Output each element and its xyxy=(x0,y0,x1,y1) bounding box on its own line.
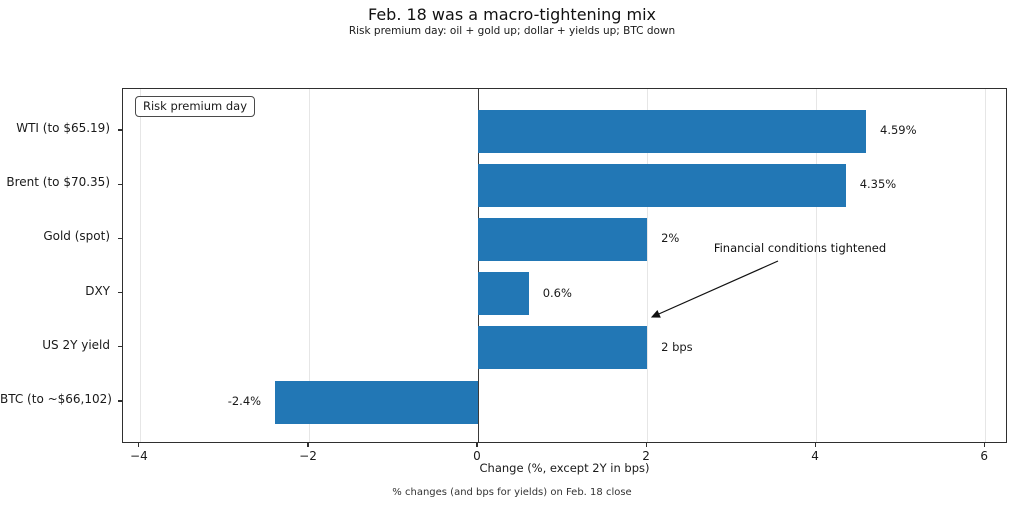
x-tick-label: 4 xyxy=(811,449,819,463)
y-tick-label: WTI (to $65.19) xyxy=(16,121,110,135)
x-tick-mark xyxy=(645,443,647,447)
y-tick-mark xyxy=(118,292,122,294)
legend-label: Risk premium day xyxy=(143,99,248,113)
x-tick-label: 2 xyxy=(642,449,650,463)
bar-value-label: 4.35% xyxy=(859,177,897,192)
bar-dxy xyxy=(478,272,529,316)
bar-value-label: 2% xyxy=(661,231,680,246)
x-tick-mark xyxy=(814,443,816,447)
bar-value-label: 0.6% xyxy=(542,285,572,300)
footnote-caption: % changes (and bps for yields) on Feb. 1… xyxy=(392,487,632,498)
bar-gold-spot- xyxy=(478,217,648,261)
annotation-label: Financial conditions tightened xyxy=(713,241,887,255)
chart-title: Feb. 18 was a macro-tightening mix xyxy=(367,5,657,24)
gridline-x--2 xyxy=(309,89,310,442)
x-axis-label: Change (%, except 2Y in bps) xyxy=(479,461,650,475)
zero-line xyxy=(478,89,479,442)
x-tick-label: 6 xyxy=(980,449,989,463)
y-tick-mark xyxy=(118,400,122,402)
bar-value-label: 4.59% xyxy=(880,123,917,137)
x-tick-label: −4 xyxy=(130,449,148,463)
gridline-x--4 xyxy=(139,89,141,442)
y-tick-label: BTC (to ~$66,102) xyxy=(0,392,112,406)
y-tick-label: DXY xyxy=(85,283,110,298)
y-tick-mark xyxy=(118,129,122,131)
gridline-x-6 xyxy=(985,89,987,442)
bar-brent-to-70-35- xyxy=(478,163,846,207)
bar-btc-to-66-102- xyxy=(275,380,478,424)
y-tick-label: Gold (spot) xyxy=(43,229,110,244)
x-tick-mark xyxy=(138,443,140,447)
chart-subtitle: Risk premium day: oil + gold up; dollar … xyxy=(348,25,676,37)
bar-value-label: -2.4% xyxy=(227,394,262,408)
y-tick-mark xyxy=(118,183,122,185)
legend-box: Risk premium day xyxy=(135,96,256,117)
y-tick-mark xyxy=(118,346,122,348)
bar-wti-to-65-19- xyxy=(478,109,866,153)
y-tick-label: US 2Y yield xyxy=(42,337,110,352)
x-tick-label: −2 xyxy=(299,449,317,463)
bar-value-label: 2 bps xyxy=(661,339,693,354)
gridline-x-2 xyxy=(647,89,649,442)
x-tick-mark xyxy=(476,443,478,447)
gridline-x-4 xyxy=(816,89,818,442)
plot-area: 4.59% 4.35% 2% 0.6% 2 bps -2.4% Financial con… xyxy=(122,88,1007,443)
bar-us-2y-yield xyxy=(478,326,648,370)
y-tick-mark xyxy=(118,237,122,239)
x-tick-mark xyxy=(307,443,309,447)
x-tick-mark xyxy=(983,443,985,447)
y-tick-label: Brent (to $70.35) xyxy=(6,175,110,190)
x-tick-label: 0 xyxy=(473,449,481,463)
